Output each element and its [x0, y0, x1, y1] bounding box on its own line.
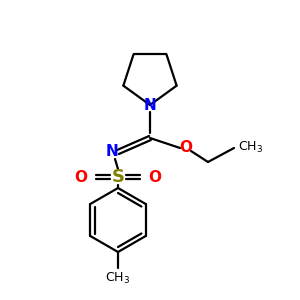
Text: O: O — [179, 140, 193, 154]
Text: O: O — [148, 169, 161, 184]
Text: N: N — [106, 143, 118, 158]
Text: CH$_3$: CH$_3$ — [105, 271, 130, 286]
Text: O: O — [74, 169, 88, 184]
Text: N: N — [144, 98, 156, 112]
Text: CH$_3$: CH$_3$ — [238, 140, 264, 154]
Text: S: S — [112, 168, 124, 186]
